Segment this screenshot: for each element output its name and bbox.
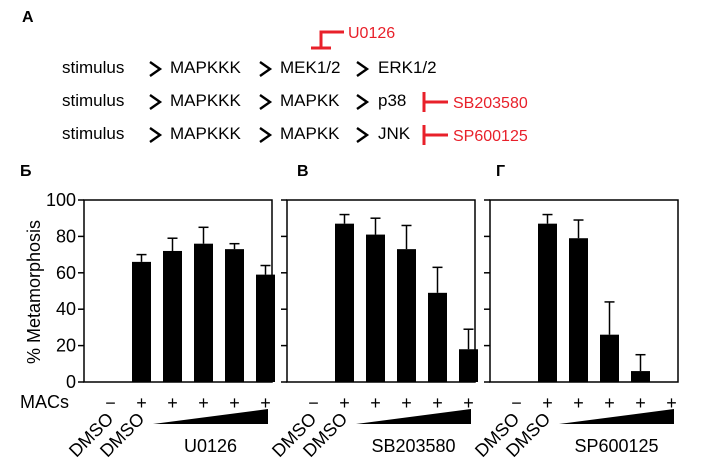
- macs-marker: +: [370, 393, 381, 413]
- bar: [194, 243, 213, 382]
- bar: [225, 249, 244, 382]
- inhibition-icon: [311, 30, 344, 50]
- macs-marker: +: [573, 393, 584, 413]
- inhibitor-label: SB203580: [453, 95, 528, 112]
- arrow-icon: [356, 127, 370, 143]
- dose-wedge: [356, 409, 471, 424]
- macs-marker: +: [635, 393, 646, 413]
- macs-marker: +: [260, 393, 271, 413]
- bar: [538, 223, 557, 382]
- panel-label: Г: [496, 163, 505, 180]
- y-tick-label: 0: [66, 372, 76, 392]
- panel-label: Б: [20, 163, 32, 180]
- pathway-step: stimulus: [62, 91, 124, 110]
- pathway-step: stimulus: [62, 58, 124, 77]
- arrow-icon: [149, 61, 163, 77]
- dose-wedge: [559, 409, 674, 424]
- macs-marker: −: [105, 393, 116, 413]
- bar: [335, 223, 354, 382]
- pathway-diagram: A stimulus MAPKKK MEK1/2 ERK1/2 U0126 st…: [22, 9, 528, 145]
- pathway-step: JNK: [378, 124, 411, 143]
- bar: [366, 234, 385, 382]
- inhibitor-label: SP600125: [453, 128, 528, 145]
- pathway-row-p38: stimulus MAPKKK MAPKK p38: [62, 91, 406, 110]
- pathway-row-erk: stimulus MAPKKK MEK1/2 ERK1/2: [62, 58, 437, 77]
- pathway-step: stimulus: [62, 124, 124, 143]
- y-axis-label: % Metamorphosis: [24, 220, 44, 364]
- macs-marker: +: [666, 393, 677, 413]
- bar: [600, 334, 619, 382]
- macs-marker: +: [167, 393, 178, 413]
- arrow-icon: [259, 61, 273, 77]
- panel-label: В: [297, 163, 309, 180]
- pathway-step: ERK1/2: [378, 58, 437, 77]
- inhibitor-sb203580: SB203580: [422, 92, 528, 112]
- y-tick-label: 100: [46, 190, 76, 210]
- pathway-row-jnk: stimulus MAPKKK MAPKK JNK: [62, 124, 411, 143]
- macs-marker: +: [432, 393, 443, 413]
- bar: [256, 274, 275, 382]
- drug-label: SB203580: [371, 436, 455, 456]
- macs-label: MACs: [20, 392, 69, 412]
- drug-label: U0126: [184, 436, 237, 456]
- panel-a-label: A: [22, 9, 34, 26]
- macs-marker: −: [308, 393, 319, 413]
- arrow-icon: [149, 127, 163, 143]
- pathway-step: MAPKKK: [170, 58, 242, 77]
- bar: [163, 250, 182, 382]
- pathway-step: MAPKKK: [170, 124, 242, 143]
- bar: [569, 238, 588, 382]
- bar: [428, 292, 447, 382]
- macs-marker: +: [229, 393, 240, 413]
- bar: [397, 249, 416, 382]
- arrow-icon: [356, 61, 370, 77]
- dose-wedge: [153, 409, 268, 424]
- macs-marker: −: [511, 393, 522, 413]
- inhibition-icon: [422, 92, 448, 112]
- arrow-icon: [259, 94, 273, 110]
- y-tick-label: 40: [56, 299, 76, 319]
- macs-marker: +: [604, 393, 615, 413]
- y-tick-label: 60: [56, 263, 76, 283]
- pathway-step: MAPKK: [280, 91, 340, 110]
- macs-marker: +: [401, 393, 412, 413]
- bar: [631, 371, 650, 382]
- inhibitor-sp600125: SP600125: [422, 125, 528, 145]
- macs-marker: +: [463, 393, 474, 413]
- bar: [459, 349, 478, 382]
- pathway-step: p38: [378, 91, 406, 110]
- arrow-icon: [356, 94, 370, 110]
- inhibitor-u0126: U0126: [311, 25, 395, 50]
- macs-marker: +: [339, 393, 350, 413]
- drug-label: SP600125: [574, 436, 658, 456]
- macs-marker: +: [542, 393, 553, 413]
- pathway-step: MAPKK: [280, 124, 340, 143]
- y-tick-label: 80: [56, 226, 76, 246]
- pathway-step: MEK1/2: [280, 58, 340, 77]
- pathway-step: MAPKKK: [170, 91, 242, 110]
- macs-marker: +: [136, 393, 147, 413]
- y-tick-label: 20: [56, 336, 76, 356]
- inhibition-icon: [422, 125, 448, 145]
- y-tick-labels: 0 20 40 60 80 100: [46, 190, 76, 392]
- macs-marker: +: [198, 393, 209, 413]
- arrow-icon: [149, 94, 163, 110]
- arrow-icon: [259, 127, 273, 143]
- bar: [132, 261, 151, 382]
- inhibitor-label: U0126: [348, 25, 395, 42]
